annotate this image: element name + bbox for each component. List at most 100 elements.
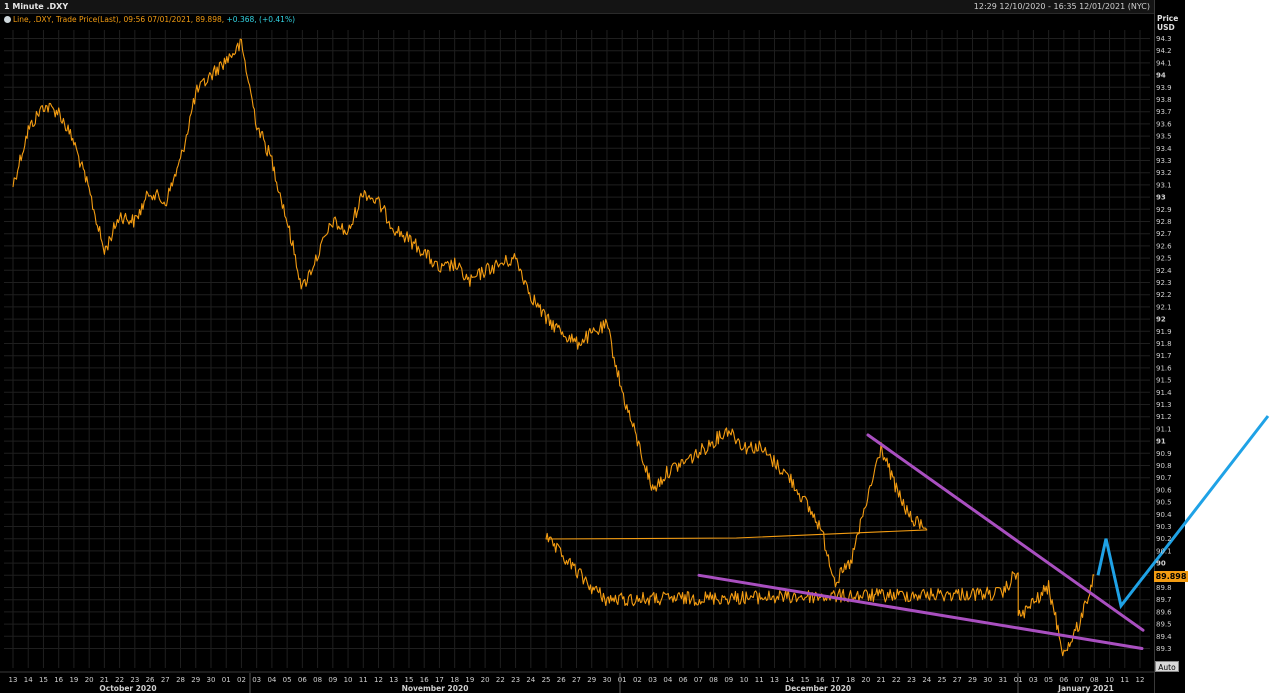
- y-tick-label: 93.5: [1156, 133, 1172, 141]
- projection-arrow-line: [1096, 415, 1270, 610]
- y-tick-label: 89.8: [1156, 584, 1172, 592]
- x-tick-label: 12: [374, 676, 383, 684]
- y-tick-label: 90.8: [1156, 462, 1172, 470]
- x-tick-label: 03: [252, 676, 261, 684]
- y-tick-label: 93.6: [1156, 120, 1172, 128]
- y-tick-label: 90.5: [1156, 499, 1172, 507]
- grid-layer: [4, 30, 1150, 668]
- x-month-label: October 2020: [99, 684, 156, 693]
- x-tick-label: 12: [1136, 676, 1145, 684]
- x-tick-label: 20: [85, 676, 94, 684]
- x-tick-label: 17: [831, 676, 840, 684]
- x-tick-label: 22: [892, 676, 901, 684]
- last-price-badge: 89.898: [1154, 571, 1188, 582]
- y-tick-label: 89.5: [1156, 621, 1172, 629]
- x-tick-label: 15: [39, 676, 48, 684]
- x-tick-label: 20: [481, 676, 490, 684]
- x-tick-label: 24: [922, 676, 931, 684]
- y-tick-label: 91.4: [1156, 389, 1172, 397]
- price-axis-title: Price USD: [1157, 14, 1178, 32]
- y-tick-label: 92.4: [1156, 267, 1172, 275]
- y-tick-label: 92.1: [1156, 303, 1172, 311]
- y-tick-label: 92.5: [1156, 255, 1172, 263]
- x-tick-label: 05: [283, 676, 292, 684]
- time-range: 12:29 12/10/2020 - 16:35 12/01/2021 (NYC…: [973, 2, 1150, 11]
- x-tick-label: 02: [633, 676, 642, 684]
- x-tick-labels: 13 14 15 16 19 20 21 22 23 26 27 28 29 30 01 02 03 04 05 06…: [0, 671, 1154, 693]
- axis-title-price: Price: [1157, 14, 1179, 23]
- wedge-upper-line: [866, 433, 1145, 632]
- x-tick-label: 02: [237, 676, 246, 684]
- x-tick-label: 22: [115, 676, 124, 684]
- x-tick-label: 13: [9, 676, 18, 684]
- x-tick-label: 07: [1075, 676, 1084, 684]
- x-tick-label: 16: [816, 676, 825, 684]
- series-legend[interactable]: Line, .DXY, Trade Price(Last), 09:56 07/…: [4, 14, 295, 25]
- y-tick-label: 92: [1156, 316, 1166, 324]
- x-month-label: January 2021: [1057, 684, 1114, 693]
- x-tick-label: 19: [465, 676, 474, 684]
- y-tick-label: 90.7: [1156, 474, 1172, 482]
- y-tick-label: 93.2: [1156, 169, 1172, 177]
- x-tick-label: 29: [587, 676, 596, 684]
- x-tick-label: 25: [938, 676, 947, 684]
- x-tick-label: 11: [755, 676, 764, 684]
- x-tick-label: 23: [907, 676, 916, 684]
- y-tick-label: 91.6: [1156, 364, 1172, 372]
- y-tick-label: 92.9: [1156, 206, 1172, 214]
- x-tick-label: 13: [770, 676, 779, 684]
- y-tick-label: 92.8: [1156, 218, 1172, 226]
- x-tick-label: 13: [389, 676, 398, 684]
- x-tick-label: 14: [785, 676, 794, 684]
- x-tick-label: 08: [313, 676, 322, 684]
- x-tick-label: 14: [24, 676, 33, 684]
- x-tick-label: 04: [663, 676, 672, 684]
- x-tick-label: 18: [846, 676, 855, 684]
- x-tick-label: 27: [161, 676, 170, 684]
- x-tick-label: 18: [450, 676, 459, 684]
- x-tick-label: 15: [800, 676, 809, 684]
- legend-main-text: Line, .DXY, Trade Price(Last), 09:56 07/…: [13, 15, 225, 24]
- x-tick-label: 08: [1090, 676, 1099, 684]
- x-tick-label: 22: [496, 676, 505, 684]
- x-tick-label: 23: [511, 676, 520, 684]
- y-tick-label: 94.1: [1156, 59, 1172, 67]
- y-tick-label: 90.9: [1156, 450, 1172, 458]
- y-tick-label: 90.3: [1156, 523, 1172, 531]
- x-tick-label: 03: [648, 676, 657, 684]
- y-tick-label: 94.2: [1156, 47, 1172, 55]
- x-tick-label: 08: [709, 676, 718, 684]
- x-tick-label: 09: [328, 676, 337, 684]
- x-tick-label: 16: [54, 676, 63, 684]
- axis-title-currency: USD: [1157, 23, 1175, 32]
- x-tick-label: 27: [572, 676, 581, 684]
- x-tick-label: 03: [1029, 676, 1038, 684]
- x-tick-label: 26: [557, 676, 566, 684]
- x-tick-label: 30: [602, 676, 611, 684]
- x-tick-label: 30: [207, 676, 216, 684]
- y-tick-label: 92.6: [1156, 242, 1172, 250]
- title-bar: 1 Minute .DXY 12:29 12/10/2020 - 16:35 1…: [0, 0, 1154, 14]
- x-tick-label: 10: [1105, 676, 1114, 684]
- y-tick-labels: 94.3 94.2 94.1 94 93.9 93.8 93.7 93.6 93.5 93.4 93…: [1156, 35, 1172, 653]
- y-tick-label: 90.6: [1156, 486, 1172, 494]
- x-month-label: December 2020: [785, 684, 851, 693]
- x-tick-label: 05: [1044, 676, 1053, 684]
- x-tick-label: 23: [130, 676, 139, 684]
- x-tick-label: 09: [724, 676, 733, 684]
- annotation-layer: [697, 415, 1270, 650]
- x-tick-label: 10: [344, 676, 353, 684]
- x-tick-label: 04: [267, 676, 276, 684]
- x-tick-label: 01: [222, 676, 231, 684]
- y-tick-label: 93.8: [1156, 96, 1172, 104]
- y-tick-label: 89.3: [1156, 645, 1172, 653]
- y-tick-label: 89.6: [1156, 608, 1172, 616]
- y-tick-label: 91.7: [1156, 352, 1172, 360]
- y-tick-label: 92.3: [1156, 279, 1172, 287]
- x-tick-label: 27: [953, 676, 962, 684]
- y-tick-label: 93.3: [1156, 157, 1172, 165]
- y-tick-label: 89.7: [1156, 596, 1172, 604]
- auto-scale-button[interactable]: Auto: [1155, 661, 1179, 672]
- x-tick-label: 16: [420, 676, 429, 684]
